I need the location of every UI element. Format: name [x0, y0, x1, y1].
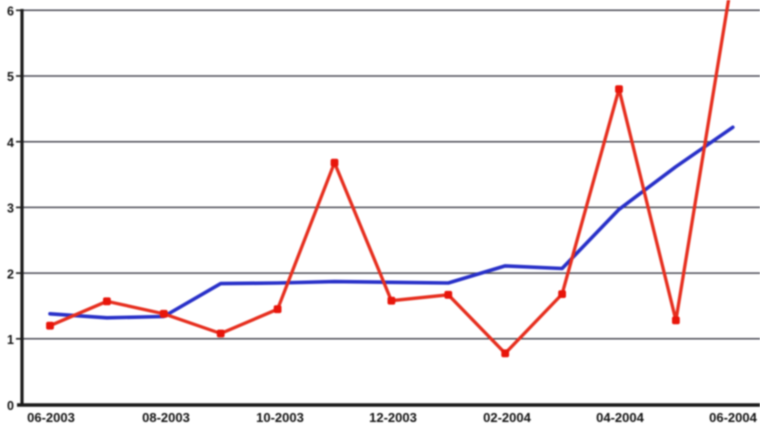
svg-text:12-2003: 12-2003	[369, 410, 417, 425]
svg-text:02-2004: 02-2004	[483, 410, 531, 425]
svg-text:0: 0	[7, 399, 14, 413]
svg-text:04-2004: 04-2004	[596, 410, 644, 425]
svg-text:10-2003: 10-2003	[256, 410, 304, 425]
svg-text:4: 4	[7, 136, 14, 150]
svg-text:5: 5	[7, 70, 14, 84]
svg-text:06-2003: 06-2003	[27, 410, 75, 425]
svg-text:06-2004: 06-2004	[709, 410, 757, 425]
svg-text:1: 1	[7, 333, 14, 347]
svg-text:3: 3	[7, 202, 14, 216]
svg-text:6: 6	[7, 5, 14, 19]
svg-text:2: 2	[7, 267, 14, 281]
svg-text:08-2003: 08-2003	[142, 410, 190, 425]
